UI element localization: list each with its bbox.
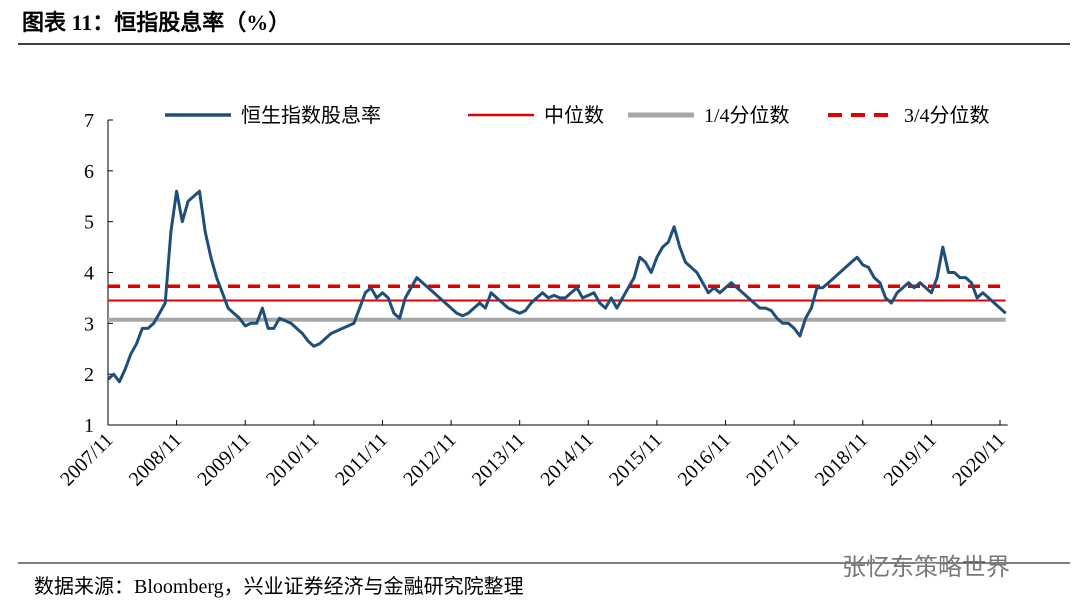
x-tick-label: 2011/11 xyxy=(331,429,392,490)
legend-label: 中位数 xyxy=(544,104,604,127)
x-tick-label: 2009/11 xyxy=(193,429,254,490)
legend-label: 3/4分位数 xyxy=(904,104,990,127)
x-tick-label: 2014/11 xyxy=(536,429,597,490)
x-tick-label: 2020/11 xyxy=(948,429,1009,490)
y-tick-label: 4 xyxy=(84,263,94,285)
x-tick-label: 2016/11 xyxy=(674,429,735,490)
x-tick-label: 2019/11 xyxy=(880,429,941,490)
y-tick-label: 1 xyxy=(84,415,94,437)
x-tick-label: 2018/11 xyxy=(811,429,872,490)
x-tick-label: 2012/11 xyxy=(399,429,460,490)
x-tick-label: 2017/11 xyxy=(742,429,803,490)
x-tick-label: 2007/11 xyxy=(56,429,117,490)
x-tick-label: 2015/11 xyxy=(605,429,666,490)
y-tick-label: 5 xyxy=(84,212,94,234)
x-tick-label: 2010/11 xyxy=(262,429,323,490)
y-tick-label: 3 xyxy=(84,313,94,335)
x-tick-label: 2008/11 xyxy=(125,429,186,490)
y-tick-label: 6 xyxy=(84,161,94,183)
legend-label: 1/4分位数 xyxy=(704,104,790,127)
legend-label: 恒生指数股息率 xyxy=(241,104,381,127)
y-tick-label: 2 xyxy=(84,364,94,386)
x-tick-label: 2013/11 xyxy=(468,429,529,490)
watermark: 张忆东策略世界 xyxy=(842,554,1010,581)
source-note: 数据来源：Bloomberg，兴业证券经济与金融研究院整理 xyxy=(34,575,524,598)
chart-title: 图表 11：恒指股息率（%） xyxy=(22,10,290,35)
y-tick-label: 7 xyxy=(84,110,94,132)
data-line xyxy=(106,189,1007,384)
